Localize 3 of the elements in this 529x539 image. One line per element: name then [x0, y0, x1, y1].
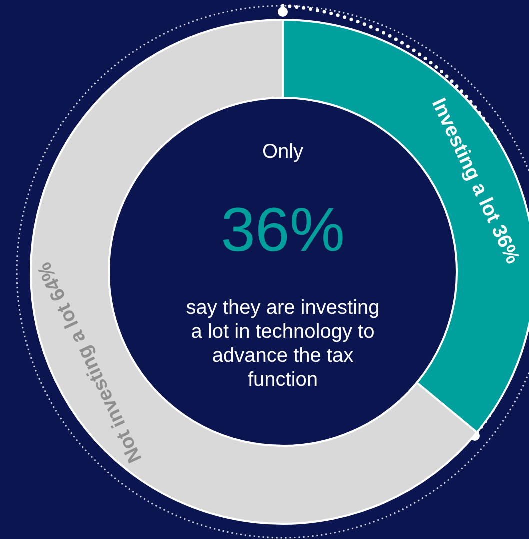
text: say they are investing a lot in technology to advance the tax function — [186, 297, 380, 391]
text: Only — [262, 141, 304, 163]
text: 36% — [220, 196, 346, 265]
